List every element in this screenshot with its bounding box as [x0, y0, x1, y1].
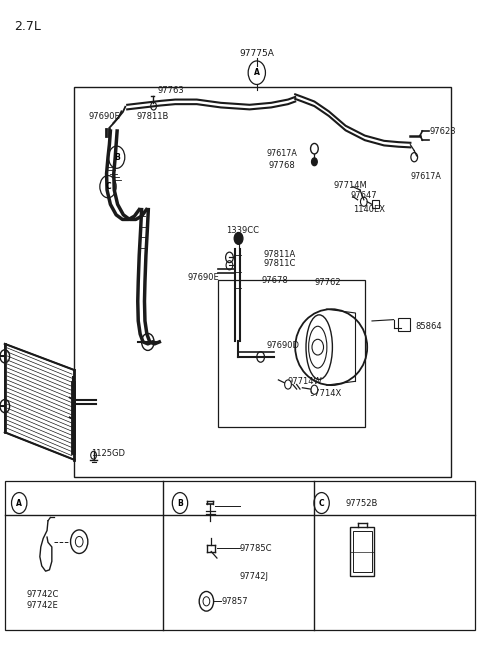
Bar: [353, 531, 372, 572]
Text: 97811B: 97811B: [137, 112, 169, 121]
Bar: [74, 87, 451, 477]
Text: 97690D: 97690D: [266, 341, 300, 350]
Text: B: B: [114, 153, 120, 162]
Bar: [372, 200, 379, 208]
Text: 97785C: 97785C: [240, 544, 273, 553]
Text: 97617A: 97617A: [410, 172, 441, 181]
Text: 97857: 97857: [222, 597, 248, 606]
Circle shape: [234, 233, 243, 244]
Text: 97742C: 97742C: [26, 590, 59, 599]
Text: 85864: 85864: [415, 322, 442, 331]
Text: B: B: [177, 498, 183, 508]
Text: 97811A: 97811A: [264, 250, 296, 259]
Text: 97714X: 97714X: [310, 388, 342, 398]
Text: 1140EX: 1140EX: [353, 205, 385, 214]
Circle shape: [312, 158, 317, 166]
Text: 97752B: 97752B: [346, 498, 378, 508]
Text: 2.7L: 2.7L: [14, 20, 41, 33]
Text: 97742E: 97742E: [26, 601, 58, 610]
Text: 97617A: 97617A: [266, 149, 297, 159]
Text: 97623: 97623: [430, 126, 456, 136]
Text: 97714M: 97714M: [334, 181, 367, 190]
Text: 1339CC: 1339CC: [226, 226, 259, 235]
Text: A: A: [254, 68, 260, 77]
Bar: [350, 527, 374, 576]
Bar: [5, 481, 475, 630]
Bar: [218, 280, 365, 427]
Text: C: C: [319, 498, 324, 508]
Text: 97763: 97763: [157, 86, 184, 95]
Text: C: C: [105, 182, 111, 191]
Text: 1125GD: 1125GD: [91, 449, 125, 458]
Text: 97811C: 97811C: [264, 259, 296, 269]
Text: 97775A: 97775A: [240, 49, 274, 58]
Text: 97690E: 97690E: [187, 272, 219, 282]
Text: 97714W: 97714W: [288, 377, 323, 386]
Text: 97768: 97768: [269, 160, 296, 170]
Text: 97742J: 97742J: [240, 572, 269, 581]
Bar: [398, 318, 410, 331]
Text: A: A: [16, 498, 22, 508]
Text: 97690E: 97690E: [89, 112, 120, 121]
Text: 97762: 97762: [314, 278, 341, 288]
Circle shape: [311, 385, 318, 394]
Text: 97678: 97678: [262, 276, 288, 285]
Circle shape: [285, 380, 291, 389]
Text: 97647: 97647: [350, 191, 377, 200]
